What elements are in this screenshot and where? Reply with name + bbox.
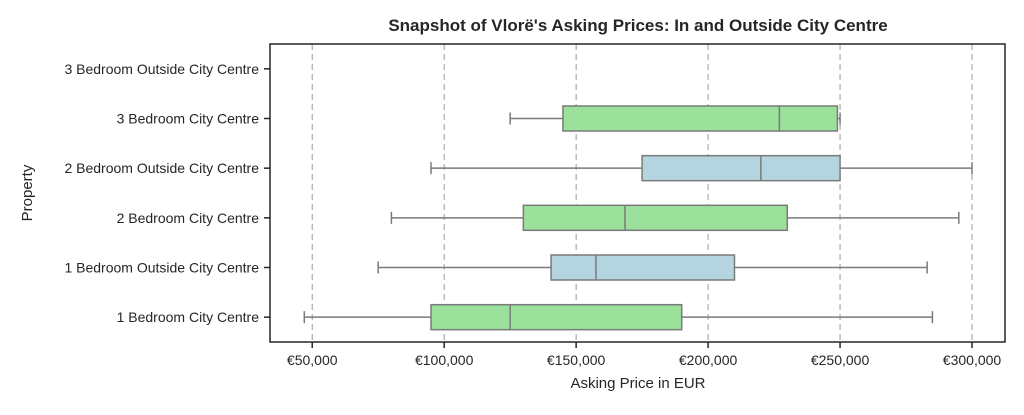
box-iqr (522, 204, 789, 232)
x-tick-label: €150,000 (547, 352, 606, 368)
y-tick-label: 1 Bedroom Outside City Centre (64, 260, 259, 276)
box-iqr (641, 154, 841, 182)
y-tick-label: 3 Bedroom Outside City Centre (64, 61, 259, 77)
box-iqr (430, 303, 683, 331)
y-tick-label: 2 Bedroom Outside City Centre (64, 160, 259, 176)
x-tick-label: €100,000 (415, 352, 474, 368)
plot-frame (269, 43, 1006, 343)
y-axis-label: Property (19, 164, 36, 221)
y-tick-label: 3 Bedroom City Centre (117, 111, 260, 127)
y-tick-label: 2 Bedroom City Centre (117, 210, 260, 226)
x-tick-label: €250,000 (811, 352, 870, 368)
chart-title: Snapshot of Vlorë's Asking Prices: In an… (388, 16, 887, 35)
box-iqr (550, 254, 736, 281)
box-iqr (562, 105, 839, 132)
x-tick-label: €50,000 (287, 352, 338, 368)
x-tick-label: €300,000 (943, 352, 1002, 368)
x-tick-label: €200,000 (679, 352, 738, 368)
y-tick-label: 1 Bedroom City Centre (117, 309, 260, 325)
x-axis-label: Asking Price in EUR (570, 375, 705, 392)
